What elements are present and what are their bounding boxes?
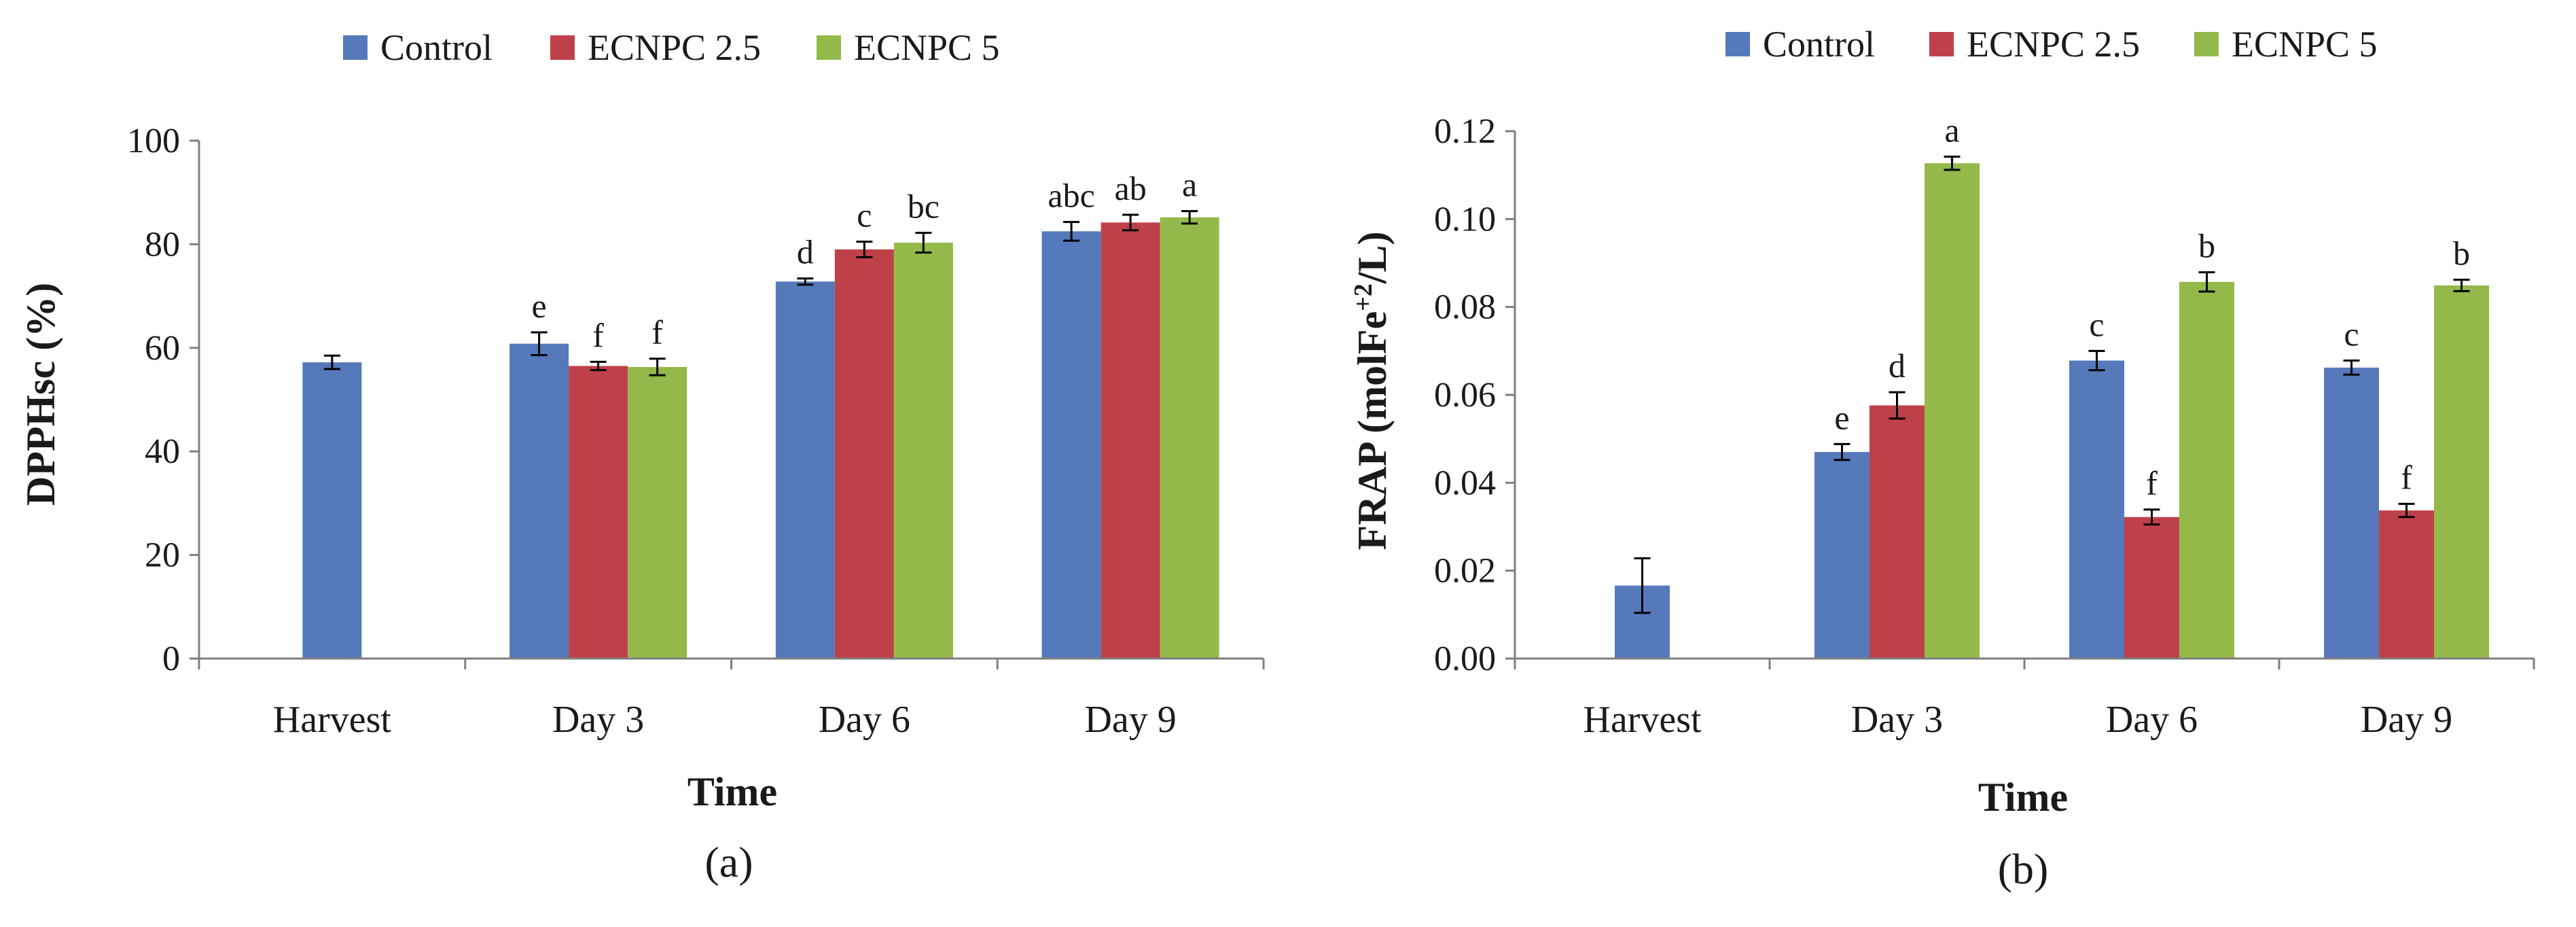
significance-label-a-2-2: bc: [908, 188, 940, 226]
chart-panel-a: Control ECNPC 2.5 ECNPC 5 DPPHsc (%) e f f d c…: [18, 27, 1265, 886]
legend-label-a-0: Control: [380, 27, 493, 68]
bar-a-0-2: [775, 281, 835, 659]
significance-label-a-2-1: f: [651, 313, 663, 351]
bar-b-0-2: [2069, 360, 2124, 659]
y-axis-title-b-unit: /L): [1350, 232, 1395, 285]
bar-b-2-3: [2434, 285, 2489, 659]
y-axis-title-b: FRAP (molFe+2/L): [1349, 232, 1395, 550]
significance-label-a-2-3: a: [1182, 166, 1197, 204]
bar-b-1-3: [2379, 510, 2434, 659]
bar-b-2-2: [2179, 281, 2234, 659]
bar-a-1-1: [569, 366, 628, 659]
significance-label-b-0-1: e: [1834, 398, 1849, 436]
significance-label-b-0-2: c: [2089, 305, 2104, 343]
x-axis-title-b: Time: [1978, 775, 2068, 820]
y-axis-title-a: DPPHsc (%): [18, 283, 63, 506]
chart-panel-b: Control ECNPC 2.5 ECNPC 5 FRAP (molFe+2/L)…: [1349, 24, 2535, 893]
y-tick-label-b-6: 0.12: [1434, 112, 1496, 151]
significance-label-a-0-1: e: [532, 287, 547, 325]
x-tick-label-b-2: Day 6: [2106, 699, 2198, 741]
x-tick-label-a-3: Day 9: [1084, 699, 1176, 741]
y-tick-label-a-3: 60: [145, 329, 180, 368]
bar-a-0-0: [302, 362, 362, 659]
bar-b-0-1: [1814, 452, 1870, 659]
y-tick-label-b-2: 0.04: [1434, 463, 1496, 502]
significance-label-b-2-3: b: [2453, 234, 2470, 273]
significance-label-b-1-1: d: [1889, 347, 1906, 385]
legend-swatch-a-2: [817, 35, 841, 60]
y-axis-title-b-main: FRAP (molFe: [1350, 311, 1395, 550]
legend-label-b-0: Control: [1763, 24, 1875, 65]
legend-swatch-a-0: [343, 35, 368, 60]
legend-label-a-1: ECNPC 2.5: [588, 27, 761, 68]
significance-label-a-1-3: ab: [1115, 169, 1147, 207]
panel-label-b: (b): [1998, 845, 2049, 893]
y-tick-label-a-2: 40: [145, 432, 180, 471]
bar-b-0-3: [2324, 367, 2379, 659]
axes-b: Harvest Day 3 Day 6 Day 9 0.00 0.02 0.04 0.06 0.…: [1434, 112, 2535, 741]
bar-b-1-2: [2124, 517, 2179, 659]
legend-label-a-2: ECNPC 5: [854, 27, 1000, 68]
y-tick-label-b-1: 0.02: [1434, 552, 1496, 591]
legend-a: Control ECNPC 2.5 ECNPC 5: [343, 27, 1000, 68]
legend-swatch-b-2: [2194, 32, 2219, 56]
x-tick-label-b-3: Day 9: [2361, 699, 2452, 741]
significance-label-b-0-3: c: [2344, 315, 2359, 353]
bar-a-2-3: [1160, 217, 1219, 659]
legend-label-b-2: ECNPC 5: [2232, 24, 2378, 65]
x-tick-label-a-0: Harvest: [273, 699, 392, 741]
x-tick-label-a-1: Day 3: [552, 699, 644, 741]
bar-a-2-1: [628, 366, 687, 659]
y-tick-label-b-5: 0.10: [1434, 200, 1496, 239]
y-tick-label-a-0: 0: [162, 640, 180, 678]
x-tick-label-b-0: Harvest: [1583, 699, 1702, 741]
axes-a: Harvest Day 3 Day 6 Day 9 0 20 40 60 80 100: [127, 122, 1265, 741]
bar-a-1-3: [1101, 222, 1160, 659]
y-axis-title-b-superscript: +2: [1349, 283, 1378, 311]
significance-label-b-2-1: a: [1944, 111, 1959, 150]
y-tick-label-b-3: 0.06: [1434, 376, 1496, 415]
legend-swatch-a-1: [550, 35, 575, 60]
bar-b-2-1: [1925, 163, 1980, 659]
bars-a: e f f d c bc abc ab a: [302, 166, 1219, 659]
x-tick-label-a-2: Day 6: [819, 699, 910, 741]
x-axis-title-a: Time: [687, 769, 777, 814]
significance-label-b-1-3: f: [2401, 458, 2412, 496]
bar-a-1-2: [834, 249, 894, 659]
legend-swatch-b-1: [1929, 32, 1954, 56]
significance-label-a-1-1: f: [592, 316, 604, 354]
significance-label-a-1-2: c: [857, 196, 872, 234]
significance-label-a-0-2: d: [797, 233, 814, 271]
bar-a-2-2: [893, 243, 953, 659]
legend-swatch-b-0: [1725, 32, 1750, 56]
y-tick-label-a-1: 20: [145, 536, 180, 575]
legend-b: Control ECNPC 2.5 ECNPC 5: [1725, 24, 2378, 65]
y-tick-label-a-5: 100: [127, 122, 180, 160]
y-tick-label-b-4: 0.08: [1434, 288, 1496, 327]
bar-b-1-1: [1870, 405, 1925, 659]
y-tick-label-a-4: 80: [145, 225, 180, 264]
legend-label-b-1: ECNPC 2.5: [1967, 24, 2140, 65]
panel-label-a: (a): [704, 838, 753, 886]
bar-a-0-3: [1041, 231, 1101, 659]
bars-b: e d a c f b c f b: [1615, 111, 2489, 659]
bar-a-0-1: [509, 343, 569, 659]
significance-label-a-0-3: abc: [1048, 177, 1094, 215]
x-tick-label-b-1: Day 3: [1851, 699, 1943, 741]
significance-label-b-2-2: b: [2198, 227, 2215, 265]
y-tick-label-b-0: 0.00: [1434, 640, 1496, 678]
significance-label-b-1-2: f: [2146, 464, 2158, 502]
